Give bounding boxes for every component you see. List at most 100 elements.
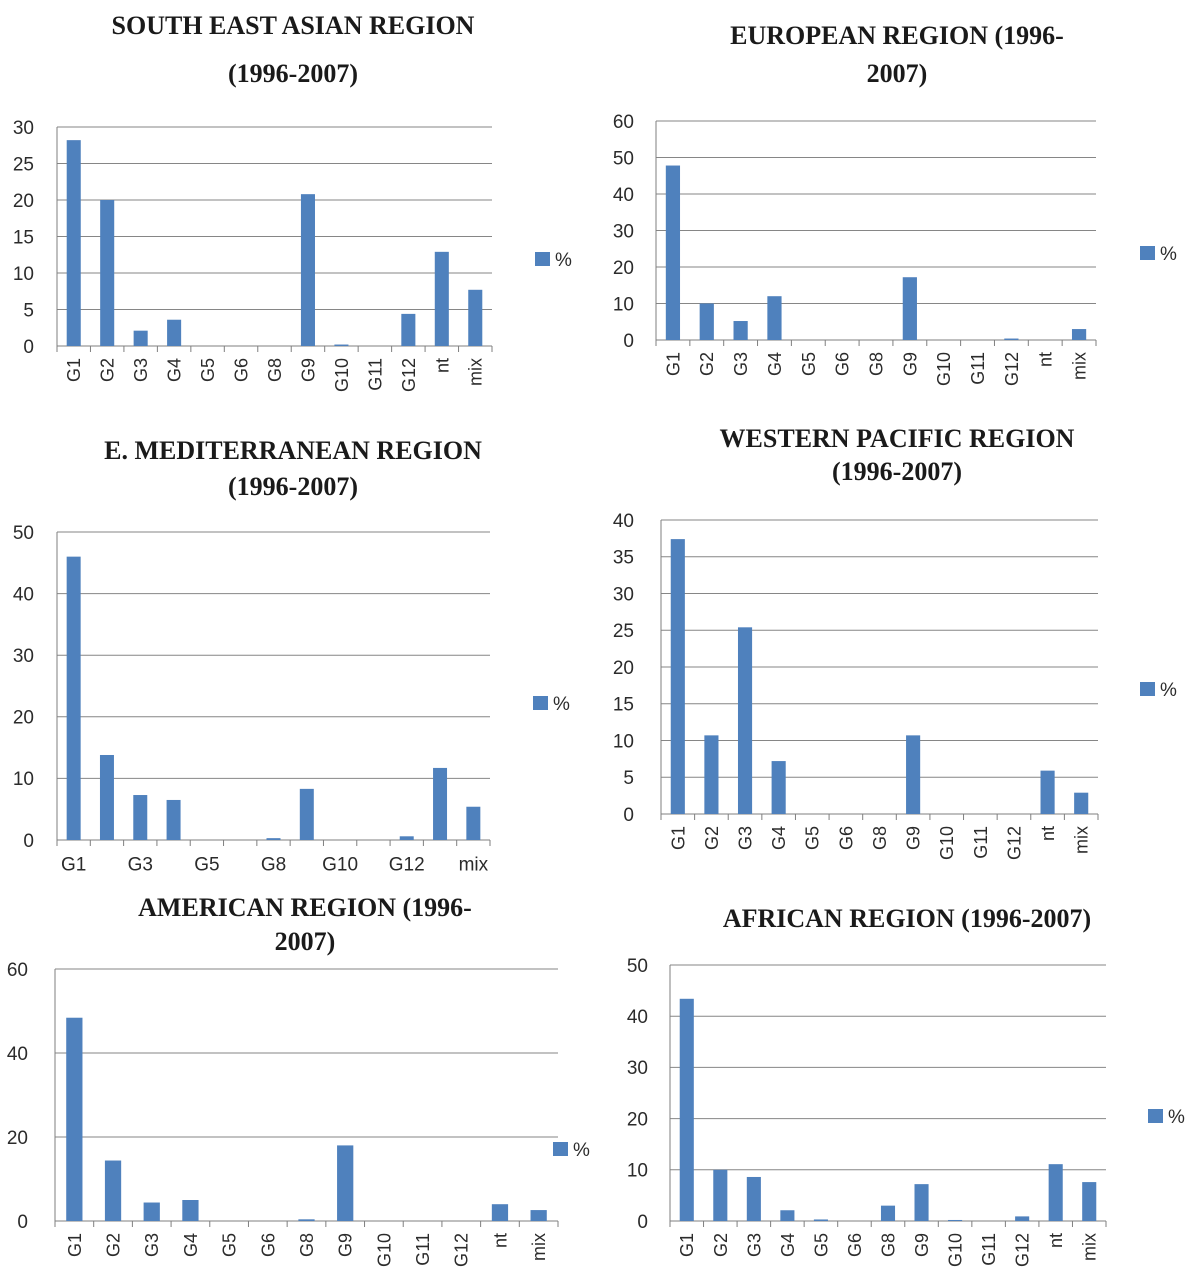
legend-label: % — [1168, 1107, 1185, 1128]
bar-g5 — [813, 1219, 828, 1221]
y-tick-label: 60 — [7, 960, 28, 981]
x-tick-label: G6 — [258, 1233, 278, 1257]
bar-g10 — [948, 1219, 963, 1221]
bar-nt — [434, 251, 449, 346]
bar-g1 — [670, 539, 685, 814]
chart-title-line: AFRICAN REGION (1996-2007) — [723, 904, 1091, 933]
bar-g9 — [906, 735, 921, 814]
x-tick-label: G10 — [322, 854, 358, 875]
y-tick-label: 0 — [23, 337, 34, 358]
x-tick-label: G1 — [677, 1233, 697, 1257]
x-tick-label: G12 — [1002, 352, 1022, 386]
x-tick-label: G3 — [731, 352, 751, 376]
legend-swatch — [1140, 682, 1155, 696]
chart-title-line: AMERICAN REGION (1996- — [138, 893, 472, 922]
bar-mix — [466, 806, 481, 840]
y-tick-label: 10 — [13, 264, 34, 285]
y-tick-label: 60 — [613, 112, 634, 133]
x-tick-label: G12 — [1004, 826, 1024, 860]
y-tick-label: 20 — [627, 1109, 648, 1130]
bar-mix — [530, 1210, 547, 1221]
chart-title-line: 2007) — [275, 927, 336, 956]
bar-nt — [1040, 770, 1055, 814]
y-tick-label: 40 — [7, 1044, 28, 1065]
bar-g1 — [66, 1017, 83, 1221]
bar-g2 — [704, 735, 719, 814]
bar-g9 — [337, 1145, 354, 1221]
x-tick-label: G11 — [968, 352, 988, 385]
x-tick-label: G8 — [878, 1233, 898, 1257]
y-tick-label: 20 — [613, 658, 634, 679]
x-tick-label: G3 — [744, 1233, 764, 1257]
x-tick-label: G5 — [811, 1233, 831, 1257]
bar-g1 — [679, 998, 694, 1221]
bar-g3 — [133, 795, 148, 840]
y-tick-label: 40 — [613, 185, 634, 206]
x-tick-label: nt — [1036, 352, 1056, 367]
legend-label: % — [1160, 680, 1177, 701]
x-tick-label: G5 — [220, 1233, 240, 1257]
x-tick-label: mix — [459, 854, 489, 875]
y-tick-label: 5 — [623, 768, 634, 789]
y-tick-label: 15 — [13, 227, 34, 248]
x-tick-label: G4 — [769, 826, 789, 850]
legend-label: % — [555, 250, 572, 271]
chart-title-line: (1996-2007) — [832, 457, 962, 486]
x-tick-label: G4 — [765, 352, 785, 376]
bar-g1 — [66, 556, 81, 840]
y-tick-label: 30 — [613, 221, 634, 242]
bar-g4 — [767, 296, 782, 340]
x-tick-label: G10 — [934, 352, 954, 386]
y-tick-label: 10 — [613, 294, 634, 315]
x-tick-label: G9 — [904, 826, 924, 850]
x-tick-label: G8 — [261, 854, 286, 875]
x-tick-label: mix — [1070, 352, 1090, 380]
bar-g4 — [182, 1200, 199, 1221]
x-tick-label: G8 — [297, 1233, 317, 1257]
bar-mix — [1082, 1182, 1097, 1221]
chart-title-line: E. MEDITERRANEAN REGION — [104, 436, 482, 465]
y-tick-label: 30 — [613, 584, 634, 605]
x-tick-label: nt — [490, 1233, 510, 1248]
chart-panel-5: AMERICAN REGION (1996- 2007) 0 20 40 60 G1 G2 G3… — [7, 893, 590, 1267]
x-tick-label: G2 — [104, 1233, 124, 1257]
x-tick-label: G3 — [736, 826, 756, 850]
legend-label: % — [553, 694, 570, 715]
x-tick-label: G10 — [937, 826, 957, 860]
bar-g4 — [780, 1210, 795, 1221]
y-tick-label: 20 — [13, 708, 34, 729]
x-tick-label: G5 — [194, 854, 219, 875]
bar-g9 — [914, 1184, 929, 1221]
legend-label: % — [573, 1140, 590, 1161]
x-tick-label: nt — [1038, 826, 1058, 841]
legend-label: % — [1160, 244, 1177, 265]
chart-title-line: (1996-2007) — [228, 472, 358, 501]
x-tick-label: G8 — [870, 826, 890, 850]
bar-g3 — [733, 321, 748, 340]
bar-g8 — [298, 1219, 315, 1221]
x-tick-label: G4 — [778, 1233, 798, 1257]
bar-g4 — [166, 799, 181, 840]
x-tick-label: G6 — [845, 1233, 865, 1257]
x-tick-label: G10 — [374, 1233, 394, 1267]
bar-g4 — [167, 319, 182, 346]
chart-panel-2: EUROPEAN REGION (1996- 2007) 0 10 20 30 40 50 60… — [613, 21, 1177, 386]
x-tick-label: mix — [1080, 1233, 1100, 1261]
x-tick-label: G11 — [365, 358, 385, 391]
y-tick-label: 15 — [613, 695, 634, 716]
bar-g9 — [902, 277, 917, 340]
x-tick-label: mix — [529, 1233, 549, 1261]
x-tick-label: G8 — [265, 358, 285, 382]
bar-g12 — [1015, 1216, 1030, 1221]
x-tick-label: G11 — [971, 826, 991, 859]
x-tick-label: mix — [466, 358, 486, 386]
chart-title-line: 2007) — [867, 59, 928, 88]
x-tick-label: G2 — [697, 352, 717, 376]
x-tick-label: G6 — [833, 352, 853, 376]
bar-g3 — [133, 330, 148, 346]
bar-g9 — [299, 788, 314, 840]
y-tick-label: 30 — [627, 1058, 648, 1079]
bar-g2 — [713, 1169, 728, 1221]
x-tick-label: G12 — [452, 1233, 472, 1267]
y-tick-label: 20 — [13, 191, 34, 212]
